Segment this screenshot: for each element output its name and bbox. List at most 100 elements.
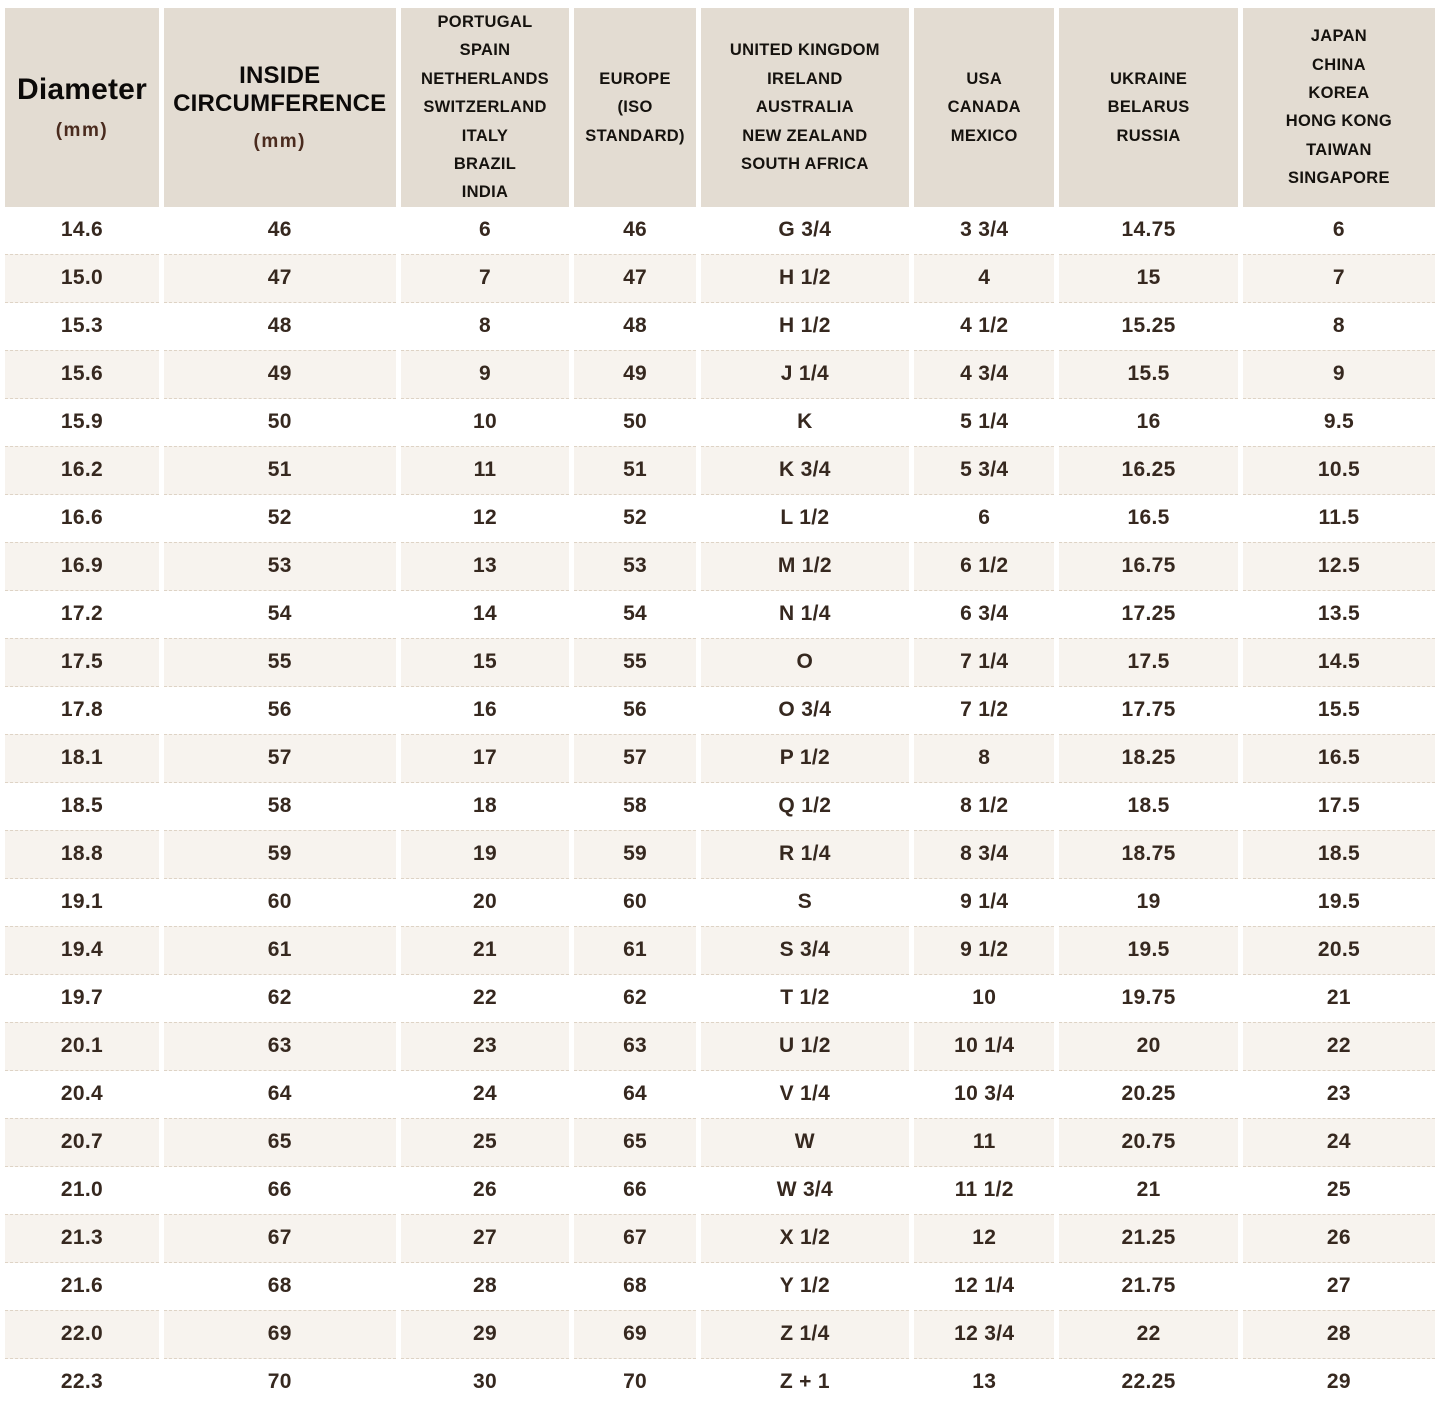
- header-region-line: SPAIN: [459, 41, 511, 60]
- cell-ukraine-group: 16.75: [1059, 541, 1238, 591]
- cell-ukraine-group: 22.25: [1059, 1358, 1238, 1406]
- cell-japan-group: 15.5: [1242, 686, 1435, 734]
- table-body: 14.6 46 6 46 G 3/4 3 3/4 14.75 6 15.0 47 7 47 H 1/2 4…: [5, 206, 1435, 1406]
- cell-diameter: 20.7: [5, 1117, 159, 1167]
- cell-ukraine-group: 14.75: [1059, 206, 1238, 254]
- cell-europe-iso: 51: [574, 445, 696, 495]
- cell-diameter: 18.1: [5, 733, 159, 783]
- table-header: Diameter (mm) INSIDE CIRCUMFERENCE (mm) PORT…: [5, 8, 1435, 207]
- cell-usa-group: 11: [914, 1117, 1055, 1167]
- cell-japan-group: 7: [1242, 253, 1435, 303]
- cell-uk-group: K 3/4: [700, 445, 910, 495]
- cell-usa-group: 10 3/4: [914, 1070, 1055, 1118]
- cell-diameter: 17.5: [5, 637, 159, 687]
- cell-usa-group: 10: [914, 974, 1055, 1022]
- cell-circumference: 47: [163, 253, 396, 303]
- cell-usa-group: 7 1/2: [914, 686, 1055, 734]
- cell-ukraine-group: 20.75: [1059, 1117, 1238, 1167]
- header-region-line: IRELAND: [767, 69, 843, 88]
- cell-japan-group: 22: [1242, 1021, 1435, 1071]
- cell-diameter: 15.0: [5, 253, 159, 303]
- cell-circumference: 69: [163, 1309, 396, 1359]
- cell-portugal-group: 20: [400, 878, 570, 926]
- cell-japan-group: 10.5: [1242, 445, 1435, 495]
- cell-japan-group: 18.5: [1242, 829, 1435, 879]
- cell-ukraine-group: 16.25: [1059, 445, 1238, 495]
- cell-circumference: 56: [163, 686, 396, 734]
- cell-uk-group: V 1/4: [700, 1070, 910, 1118]
- cell-circumference: 50: [163, 398, 396, 446]
- cell-japan-group: 6: [1242, 206, 1435, 254]
- cell-diameter: 19.1: [5, 878, 159, 926]
- cell-portugal-group: 17: [400, 733, 570, 783]
- cell-uk-group: W 3/4: [700, 1166, 910, 1214]
- table-row: 19.4 61 21 61 S 3/4 9 1/2 19.5 20.5: [5, 925, 1435, 975]
- cell-circumference: 70: [163, 1358, 396, 1406]
- cell-japan-group: 9: [1242, 349, 1435, 399]
- cell-usa-group: 11 1/2: [914, 1166, 1055, 1214]
- cell-circumference: 60: [163, 878, 396, 926]
- cell-diameter: 22.3: [5, 1358, 159, 1406]
- cell-diameter: 18.5: [5, 782, 159, 830]
- cell-ukraine-group: 17.75: [1059, 686, 1238, 734]
- cell-uk-group: G 3/4: [700, 206, 910, 254]
- table-row: 19.7 62 22 62 T 1/2 10 19.75 21: [5, 974, 1435, 1022]
- header-cell-usa-group: USA CANADA MEXICO: [914, 8, 1055, 207]
- header-region-line: PORTUGAL: [437, 13, 533, 31]
- cell-europe-iso: 50: [574, 398, 696, 446]
- table-row: 16.9 53 13 53 M 1/2 6 1/2 16.75 12.5: [5, 541, 1435, 591]
- cell-diameter: 16.9: [5, 541, 159, 591]
- cell-usa-group: 8 1/2: [914, 782, 1055, 830]
- table-row: 15.0 47 7 47 H 1/2 4 15 7: [5, 253, 1435, 303]
- cell-circumference: 62: [163, 974, 396, 1022]
- table-row: 15.3 48 8 48 H 1/2 4 1/2 15.25 8: [5, 302, 1435, 350]
- cell-europe-iso: 69: [574, 1309, 696, 1359]
- cell-ukraine-group: 15.25: [1059, 302, 1238, 350]
- cell-europe-iso: 59: [574, 829, 696, 879]
- cell-circumference: 61: [163, 925, 396, 975]
- cell-uk-group: O 3/4: [700, 686, 910, 734]
- cell-uk-group: R 1/4: [700, 829, 910, 879]
- ring-size-conversion-table: Diameter (mm) INSIDE CIRCUMFERENCE (mm) PORT…: [0, 8, 1440, 1406]
- cell-usa-group: 6 1/2: [914, 541, 1055, 591]
- cell-circumference: 48: [163, 302, 396, 350]
- header-region-line: STANDARD): [585, 126, 685, 145]
- cell-portugal-group: 18: [400, 782, 570, 830]
- cell-diameter: 21.0: [5, 1166, 159, 1214]
- cell-ukraine-group: 16: [1059, 398, 1238, 446]
- cell-circumference: 59: [163, 829, 396, 879]
- cell-europe-iso: 52: [574, 494, 696, 542]
- cell-europe-iso: 68: [574, 1262, 696, 1310]
- cell-ukraine-group: 20: [1059, 1021, 1238, 1071]
- cell-ukraine-group: 19: [1059, 878, 1238, 926]
- cell-usa-group: 6: [914, 494, 1055, 542]
- header-unit-label: (mm): [253, 131, 306, 153]
- cell-portugal-group: 22: [400, 974, 570, 1022]
- cell-uk-group: H 1/2: [700, 302, 910, 350]
- cell-usa-group: 12 3/4: [914, 1309, 1055, 1359]
- cell-diameter: 21.3: [5, 1213, 159, 1263]
- cell-europe-iso: 53: [574, 541, 696, 591]
- header-title: INSIDE CIRCUMFERENCE: [173, 61, 387, 118]
- cell-portugal-group: 29: [400, 1309, 570, 1359]
- header-region-line: AUSTRALIA: [755, 98, 854, 117]
- cell-portugal-group: 16: [400, 686, 570, 734]
- cell-portugal-group: 25: [400, 1117, 570, 1167]
- table-row: 21.6 68 28 68 Y 1/2 12 1/4 21.75 27: [5, 1262, 1435, 1310]
- cell-diameter: 17.2: [5, 590, 159, 638]
- header-unit-label: (mm): [55, 120, 109, 142]
- cell-circumference: 52: [163, 494, 396, 542]
- cell-diameter: 17.8: [5, 686, 159, 734]
- cell-europe-iso: 56: [574, 686, 696, 734]
- cell-uk-group: Z 1/4: [700, 1309, 910, 1359]
- cell-portugal-group: 7: [400, 253, 570, 303]
- cell-diameter: 19.4: [5, 925, 159, 975]
- cell-ukraine-group: 19.75: [1059, 974, 1238, 1022]
- table-row: 18.8 59 19 59 R 1/4 8 3/4 18.75 18.5: [5, 829, 1435, 879]
- cell-circumference: 49: [163, 349, 396, 399]
- cell-circumference: 46: [163, 206, 396, 254]
- cell-japan-group: 12.5: [1242, 541, 1435, 591]
- table-row: 22.3 70 30 70 Z + 1 13 22.25 29: [5, 1358, 1435, 1406]
- table-row: 22.0 69 29 69 Z 1/4 12 3/4 22 28: [5, 1309, 1435, 1359]
